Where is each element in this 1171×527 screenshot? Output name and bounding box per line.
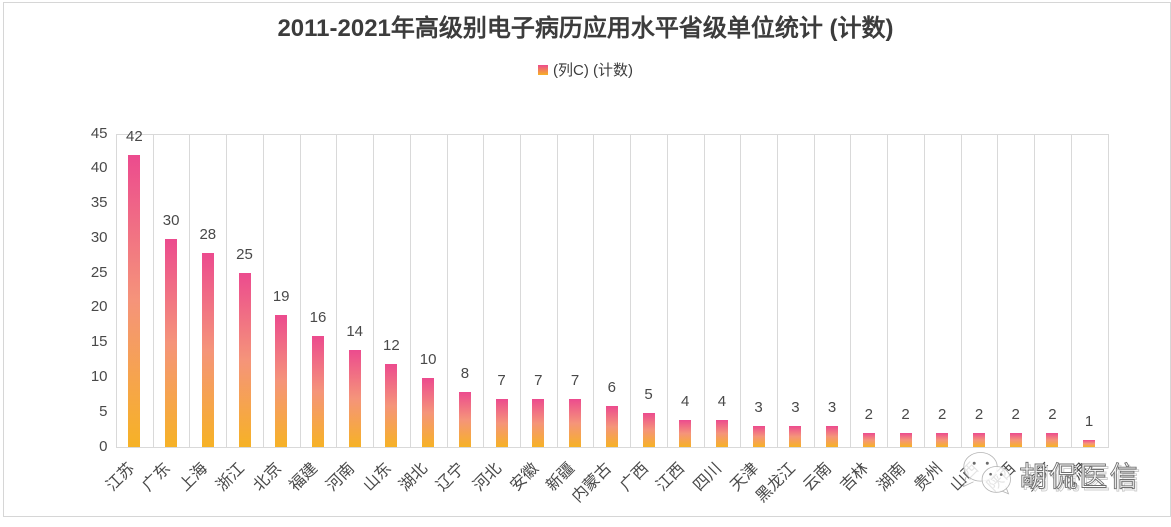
svg-text:胡侃医信: 胡侃医信: [1022, 464, 1143, 495]
svg-text:胡侃医信: 胡侃医信: [1019, 461, 1140, 492]
